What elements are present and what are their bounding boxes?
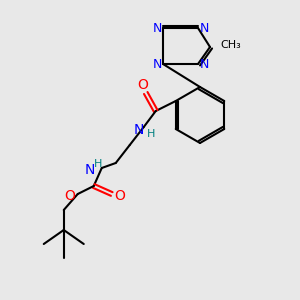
Text: H: H	[147, 129, 155, 139]
Text: O: O	[114, 189, 125, 203]
Text: N: N	[199, 58, 209, 70]
Text: O: O	[137, 78, 148, 92]
Text: N: N	[152, 22, 162, 34]
Text: N: N	[134, 123, 144, 137]
Text: CH₃: CH₃	[220, 40, 241, 50]
Text: H: H	[94, 159, 102, 169]
Text: N: N	[152, 58, 162, 70]
Text: N: N	[85, 163, 95, 177]
Text: N: N	[199, 22, 209, 34]
Text: O: O	[64, 189, 75, 203]
